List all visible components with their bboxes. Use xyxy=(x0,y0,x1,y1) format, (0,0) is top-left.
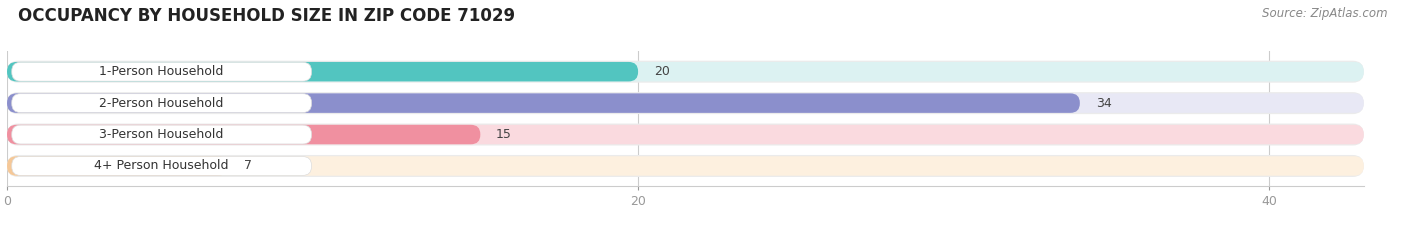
FancyBboxPatch shape xyxy=(7,123,1364,146)
FancyBboxPatch shape xyxy=(7,93,1080,113)
Text: 3-Person Household: 3-Person Household xyxy=(100,128,224,141)
Text: 15: 15 xyxy=(496,128,512,141)
Text: OCCUPANCY BY HOUSEHOLD SIZE IN ZIP CODE 71029: OCCUPANCY BY HOUSEHOLD SIZE IN ZIP CODE … xyxy=(18,7,516,25)
Text: 1-Person Household: 1-Person Household xyxy=(100,65,224,78)
FancyBboxPatch shape xyxy=(11,62,312,81)
FancyBboxPatch shape xyxy=(7,62,638,81)
FancyBboxPatch shape xyxy=(7,125,481,144)
FancyBboxPatch shape xyxy=(7,125,1364,144)
FancyBboxPatch shape xyxy=(7,93,1364,113)
FancyBboxPatch shape xyxy=(11,157,312,175)
FancyBboxPatch shape xyxy=(7,155,1364,177)
FancyBboxPatch shape xyxy=(11,94,312,113)
Text: 2-Person Household: 2-Person Household xyxy=(100,97,224,110)
Text: 4+ Person Household: 4+ Person Household xyxy=(94,159,229,172)
Text: 20: 20 xyxy=(654,65,669,78)
Text: 7: 7 xyxy=(243,159,252,172)
FancyBboxPatch shape xyxy=(7,92,1364,114)
FancyBboxPatch shape xyxy=(7,61,1364,83)
FancyBboxPatch shape xyxy=(7,156,228,176)
FancyBboxPatch shape xyxy=(7,62,1364,81)
FancyBboxPatch shape xyxy=(11,125,312,144)
Text: Source: ZipAtlas.com: Source: ZipAtlas.com xyxy=(1263,7,1388,20)
Text: 34: 34 xyxy=(1095,97,1111,110)
FancyBboxPatch shape xyxy=(7,156,1364,176)
